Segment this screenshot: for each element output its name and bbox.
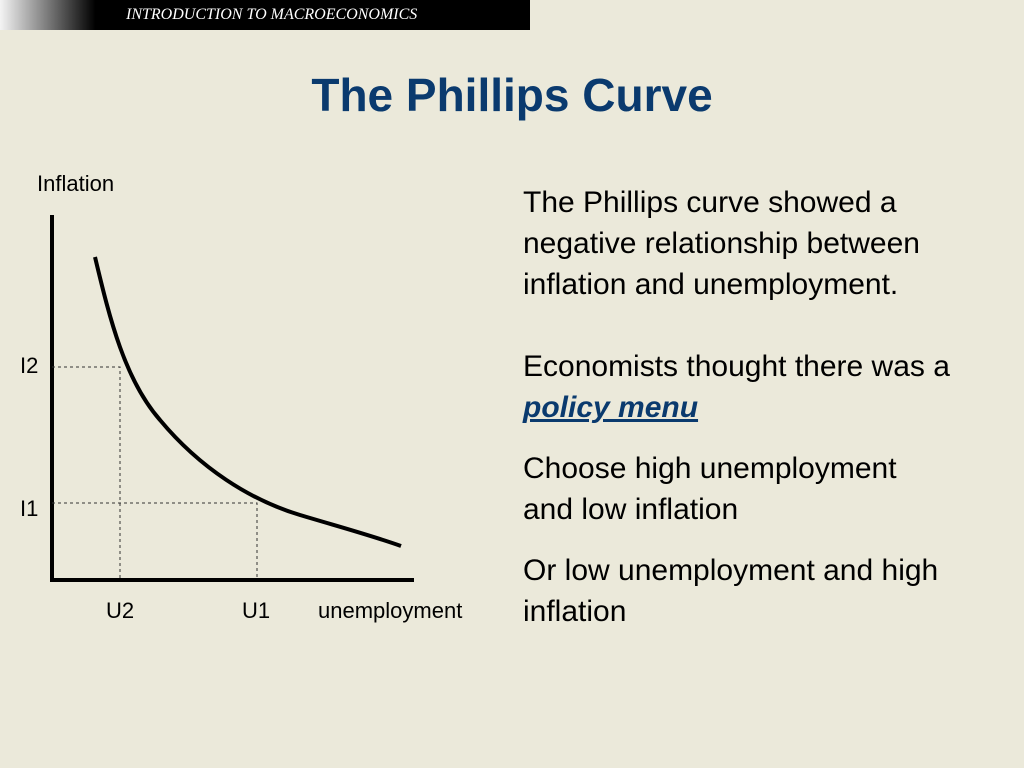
paragraph: Economists thought there was a policy me… <box>523 346 953 428</box>
phillips-curve <box>93 256 402 548</box>
header-bar: INTRODUCTION TO MACROECONOMICS <box>0 0 530 30</box>
guide-line <box>52 366 121 580</box>
emphasis: policy menu <box>523 391 699 424</box>
x-axis-label: unemployment <box>318 598 462 623</box>
y-label: I2 <box>20 353 38 378</box>
y-label: I1 <box>20 496 38 521</box>
paragraph: Choose high unemployment and low inflati… <box>523 452 897 526</box>
paragraph: Or low unemployment and high inflation <box>523 554 939 628</box>
paragraph-text: Economists thought there was a <box>523 350 950 383</box>
text-body: The Phillips curve showed a negative rel… <box>523 182 953 632</box>
x-label: U1 <box>242 598 270 623</box>
diagram: Inflation I2 I1 U2 U1 unemployment <box>20 171 462 623</box>
guide-line <box>52 502 258 580</box>
y-axis-label: Inflation <box>37 171 114 196</box>
header-text: INTRODUCTION TO MACROECONOMICS <box>126 6 418 23</box>
paragraph: The Phillips curve showed a negative rel… <box>523 186 920 301</box>
x-label: U2 <box>106 598 134 623</box>
title: The Phillips Curve <box>311 69 713 121</box>
